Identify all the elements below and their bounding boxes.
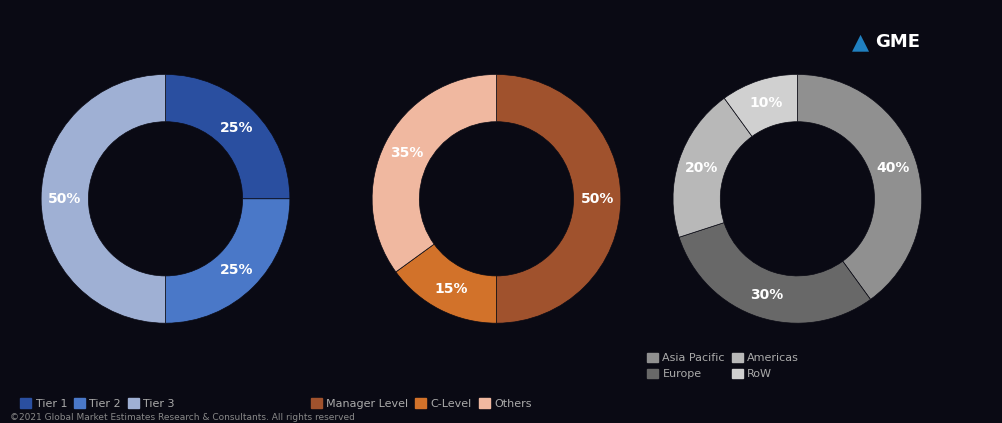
Text: ©2021 Global Market Estimates Research & Consultants. All rights reserved: ©2021 Global Market Estimates Research &… bbox=[10, 413, 355, 422]
Text: 30%: 30% bbox=[748, 288, 783, 302]
Text: 25%: 25% bbox=[219, 121, 254, 135]
Wedge shape bbox=[165, 74, 290, 199]
Legend: Asia Pacific, Europe, Americas, RoW: Asia Pacific, Europe, Americas, RoW bbox=[642, 348, 803, 384]
Wedge shape bbox=[723, 74, 797, 137]
Text: 25%: 25% bbox=[219, 263, 254, 277]
Wedge shape bbox=[372, 74, 496, 272]
Text: 40%: 40% bbox=[876, 161, 909, 175]
Wedge shape bbox=[797, 74, 921, 299]
Text: 35%: 35% bbox=[390, 146, 423, 160]
Text: 10%: 10% bbox=[748, 96, 783, 110]
Legend: Manager Level, C-Level, Others: Manager Level, C-Level, Others bbox=[307, 394, 536, 413]
Wedge shape bbox=[678, 222, 870, 323]
Text: 50%: 50% bbox=[580, 192, 613, 206]
Wedge shape bbox=[496, 74, 620, 323]
Text: 15%: 15% bbox=[434, 282, 467, 296]
Legend: Tier 1, Tier 2, Tier 3: Tier 1, Tier 2, Tier 3 bbox=[16, 394, 179, 413]
Text: GME: GME bbox=[875, 33, 919, 51]
Text: 20%: 20% bbox=[684, 161, 717, 175]
Wedge shape bbox=[672, 98, 752, 237]
Wedge shape bbox=[41, 74, 165, 323]
Wedge shape bbox=[165, 199, 290, 323]
Wedge shape bbox=[396, 244, 496, 323]
Text: 50%: 50% bbox=[48, 192, 81, 206]
Text: ▲: ▲ bbox=[851, 32, 869, 52]
